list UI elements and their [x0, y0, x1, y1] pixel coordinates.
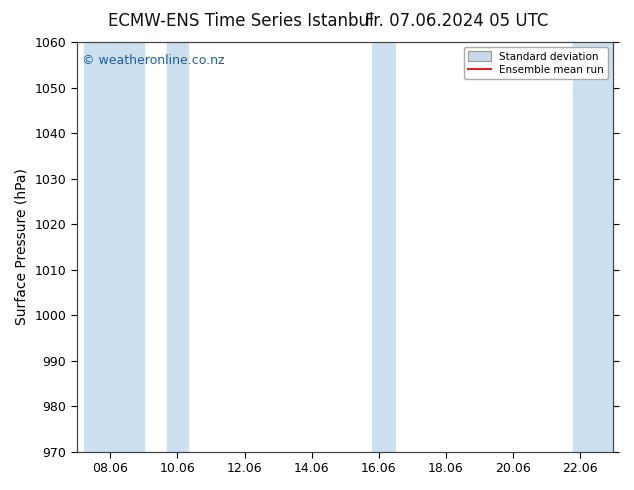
- Text: © weatheronline.co.nz: © weatheronline.co.nz: [82, 54, 224, 67]
- Legend: Standard deviation, Ensemble mean run: Standard deviation, Ensemble mean run: [464, 47, 608, 79]
- Y-axis label: Surface Pressure (hPa): Surface Pressure (hPa): [15, 169, 29, 325]
- Bar: [573, 42, 614, 452]
- Bar: [167, 42, 188, 452]
- Text: ECMW-ENS Time Series Istanbul: ECMW-ENS Time Series Istanbul: [108, 12, 373, 30]
- Bar: [84, 42, 144, 452]
- Text: Fr. 07.06.2024 05 UTC: Fr. 07.06.2024 05 UTC: [365, 12, 548, 30]
- Bar: [372, 42, 396, 452]
